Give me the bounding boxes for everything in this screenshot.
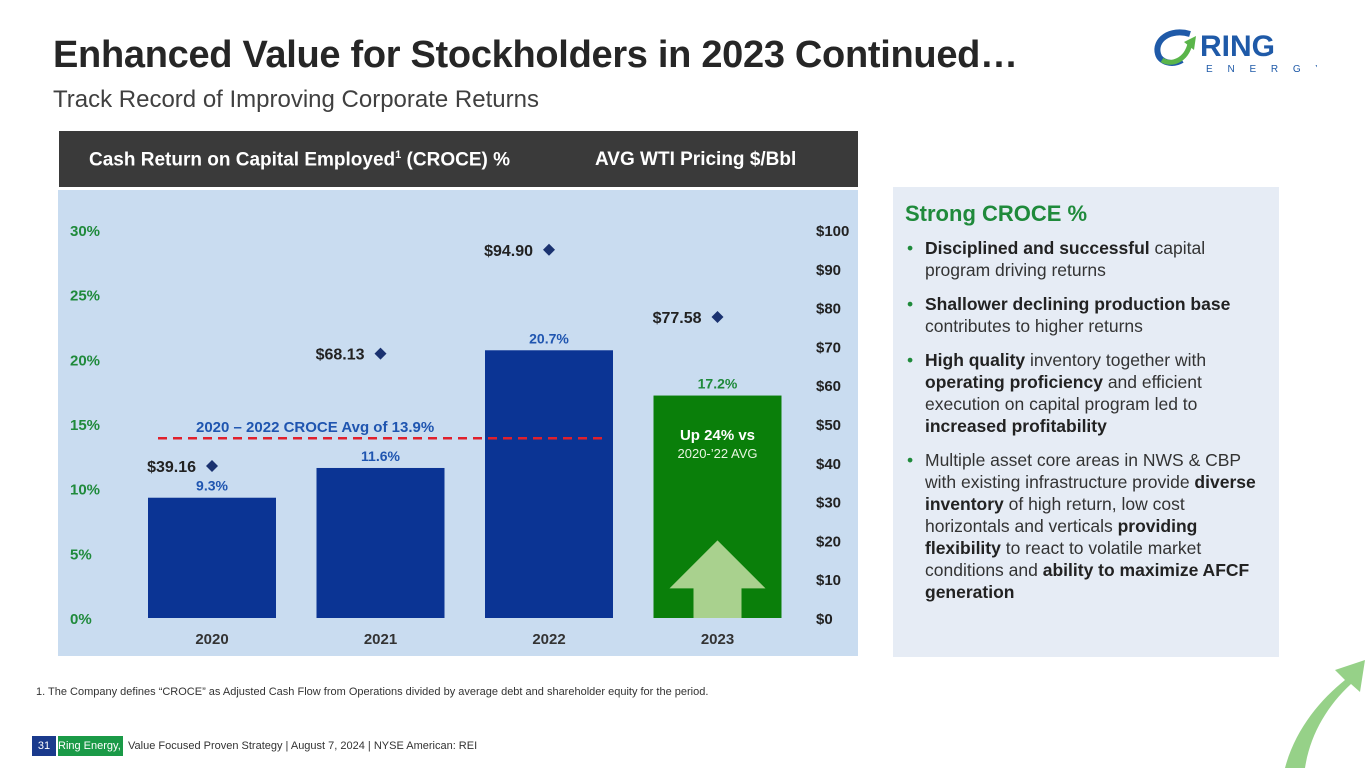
x-axis-tick: 2020 bbox=[195, 631, 228, 648]
bullet-item: High quality inventory together with ope… bbox=[905, 349, 1267, 437]
right-axis-tick: $10 bbox=[816, 572, 841, 589]
page-title: Enhanced Value for Stockholders in 2023 … bbox=[53, 34, 1018, 76]
left-axis-tick: 10% bbox=[70, 482, 100, 499]
bullet-text: Multiple asset core areas in NWS & CBP w… bbox=[925, 450, 1241, 492]
bullet-bold-text: increased profitability bbox=[925, 416, 1107, 436]
right-axis-tick: $80 bbox=[816, 301, 841, 318]
bullet-item: Shallower declining production base cont… bbox=[905, 293, 1267, 337]
right-axis-tick: $70 bbox=[816, 339, 841, 356]
footer-text: Value Focused Proven Strategy | August 7… bbox=[128, 740, 478, 752]
right-axis-tick: $100 bbox=[816, 223, 849, 240]
wti-marker bbox=[711, 310, 724, 323]
croce-header: Cash Return on Capital Employed1 (CROCE)… bbox=[89, 149, 510, 171]
wti-data-label: $39.16 bbox=[147, 459, 196, 476]
up-arrow-icon bbox=[669, 540, 766, 618]
ring-energy-logo: RING E N E R G Y bbox=[1154, 29, 1317, 74]
annotation-line2: 2020-’22 AVG bbox=[678, 446, 758, 461]
croce-chart: 0% 5% 10% 15% 20% 25% 30% $0 $10 $20 $30 $40 $50 $60 $… bbox=[70, 223, 849, 648]
croce-average-label: 2020 – 2022 CROCE Avg of 13.9% bbox=[196, 419, 434, 436]
bullet-text: of high return, low cost horizontals and… bbox=[925, 494, 1185, 536]
side-bullets: Disciplined and successful capital progr… bbox=[905, 237, 1267, 603]
page-subtitle: Track Record of Improving Corporate Retu… bbox=[53, 86, 539, 113]
left-axis-tick: 15% bbox=[70, 417, 100, 434]
bullet-bold-text: High quality bbox=[925, 350, 1026, 370]
right-axis-tick: $0 bbox=[816, 611, 833, 628]
wti-header: AVG WTI Pricing $/Bbl bbox=[595, 149, 797, 170]
decorative-arrow-icon bbox=[1285, 660, 1365, 768]
left-axis-tick: 5% bbox=[70, 546, 92, 563]
bar-2020 bbox=[148, 497, 276, 618]
croce-header-text: Cash Return on Capital Employed bbox=[89, 149, 396, 171]
bullet-item: Disciplined and successful capital progr… bbox=[905, 237, 1267, 281]
bullet-item: Multiple asset core areas in NWS & CBP w… bbox=[905, 449, 1267, 603]
svg-text:RING: RING bbox=[1200, 30, 1275, 63]
bar-2022 bbox=[485, 350, 613, 618]
footnote: 1. The Company defines “CROCE” as Adjust… bbox=[36, 686, 709, 698]
left-axis-tick: 20% bbox=[70, 352, 100, 369]
bullet-bold-text: Shallower declining production base bbox=[925, 294, 1231, 314]
bar-data-label: 11.6% bbox=[361, 448, 400, 464]
wti-data-label: $68.13 bbox=[316, 347, 365, 364]
bar-2021 bbox=[316, 467, 445, 618]
bullet-text: to react to volatile market conditions a… bbox=[925, 538, 1202, 580]
wti-marker bbox=[374, 347, 387, 360]
x-axis-tick: 2021 bbox=[364, 631, 397, 648]
bullet-text: contributes to higher returns bbox=[925, 316, 1143, 336]
bullet-text: inventory together with bbox=[1025, 350, 1207, 370]
bullet-bold-text: diverse inventory bbox=[925, 472, 1256, 514]
right-axis-tick: $90 bbox=[816, 262, 841, 279]
wti-marker bbox=[206, 460, 218, 473]
bullet-bold-text: ability to maximize AFCF generation bbox=[925, 560, 1250, 602]
left-axis-tick: 30% bbox=[70, 223, 100, 240]
chart-panel: 0% 5% 10% 15% 20% 25% 30% $0 $10 $20 $30 $40 $50 $60 $… bbox=[58, 190, 858, 656]
strong-croce-panel: Strong CROCE % Disciplined and successfu… bbox=[893, 187, 1279, 657]
bullet-text: and efficient execution on capital progr… bbox=[925, 372, 1202, 414]
chart-header: Cash Return on Capital Employed1 (CROCE)… bbox=[59, 131, 858, 187]
right-axis-tick: $40 bbox=[816, 456, 841, 473]
bullet-bold-text: operating proficiency bbox=[925, 372, 1103, 392]
annotation-line1: Up 24% vs bbox=[680, 427, 755, 444]
bar-data-label: 17.2% bbox=[698, 376, 738, 392]
side-title: Strong CROCE % bbox=[905, 201, 1088, 226]
x-axis-tick: 2022 bbox=[532, 631, 565, 648]
right-axis-tick: $50 bbox=[816, 417, 841, 434]
right-axis-tick: $60 bbox=[816, 378, 841, 395]
bullet-bold-text: Disciplined and successful bbox=[925, 238, 1150, 258]
bullet-text: capital program driving returns bbox=[925, 238, 1206, 280]
bullet-bold-text: providing flexibility bbox=[925, 516, 1198, 558]
left-axis-tick: 25% bbox=[70, 288, 100, 305]
left-axis-tick: 0% bbox=[70, 611, 92, 628]
wti-data-label: $77.58 bbox=[653, 310, 702, 327]
x-axis-tick: 2023 bbox=[701, 631, 734, 648]
bar-data-label: 20.7% bbox=[529, 330, 569, 346]
bar-data-label: 9.3% bbox=[196, 478, 228, 494]
wti-marker bbox=[543, 243, 555, 256]
right-axis-tick: $30 bbox=[816, 495, 841, 512]
footer-company: Ring Energy, Inc. bbox=[58, 736, 142, 756]
croce-header-end: (CROCE) % bbox=[401, 149, 511, 171]
footnote-marker: 1 bbox=[395, 149, 402, 161]
right-axis-tick: $20 bbox=[816, 533, 841, 550]
wti-data-label: $94.90 bbox=[484, 243, 533, 260]
page-number: 31 bbox=[32, 736, 56, 756]
svg-text:E N E R G Y: E N E R G Y bbox=[1206, 64, 1317, 74]
